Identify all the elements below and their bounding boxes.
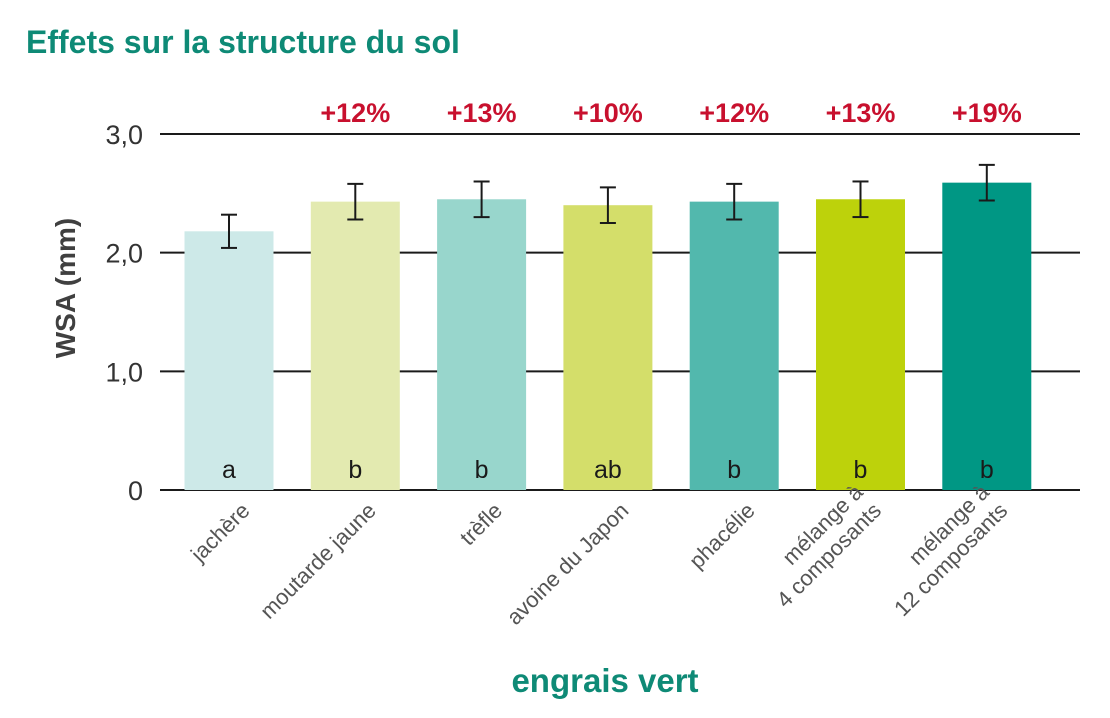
y-tick-label: 1,0 [105,357,143,387]
bars [184,182,1032,491]
x-tick-label: avoine du Japon [502,498,634,630]
y-tick-label: 3,0 [105,120,143,150]
significance-label: b [727,456,741,484]
bar [310,201,400,490]
significance-label: b [980,456,994,484]
increase-label: +13% [826,98,896,128]
bar [184,231,274,490]
x-tick-label: jachère [185,498,254,567]
y-axis-label: WSA (mm) [50,218,81,359]
x-tick-label-line: trèfle [455,498,507,550]
significance-label: b [475,456,489,484]
bar [563,205,653,490]
x-tick-label: trèfle [455,498,507,550]
x-tick-label: mélange à4 composants [753,479,886,612]
x-tick-label-line: phacélie [684,498,760,574]
x-tick-label: moutarde jaune [255,498,381,624]
x-tick-label-line: jachère [185,498,254,567]
x-tick-label-line: moutarde jaune [255,498,381,624]
x-tick-label-line: avoine du Japon [502,498,634,630]
y-tick-label: 2,0 [105,239,143,269]
bar [942,182,1032,491]
x-tick-label: mélange à12 composants [871,479,1013,621]
y-tick-label: 0 [128,476,143,506]
error-bars [221,163,995,249]
increase-label: +12% [699,98,769,128]
significance-label: b [348,456,362,484]
bar [689,201,779,490]
significance-label: a [222,456,236,484]
x-axis-title: engrais vert [511,662,699,699]
significance-label: ab [594,456,622,484]
bar [437,199,527,490]
increase-label: +10% [573,98,643,128]
increase-label: +19% [952,98,1022,128]
increase-label: +13% [447,98,517,128]
increase-label: +12% [320,98,390,128]
chart-title: Effets sur la structure du sol [26,24,460,60]
bar [816,199,905,490]
significance-label: b [854,456,868,484]
x-tick-label: phacélie [684,498,760,574]
